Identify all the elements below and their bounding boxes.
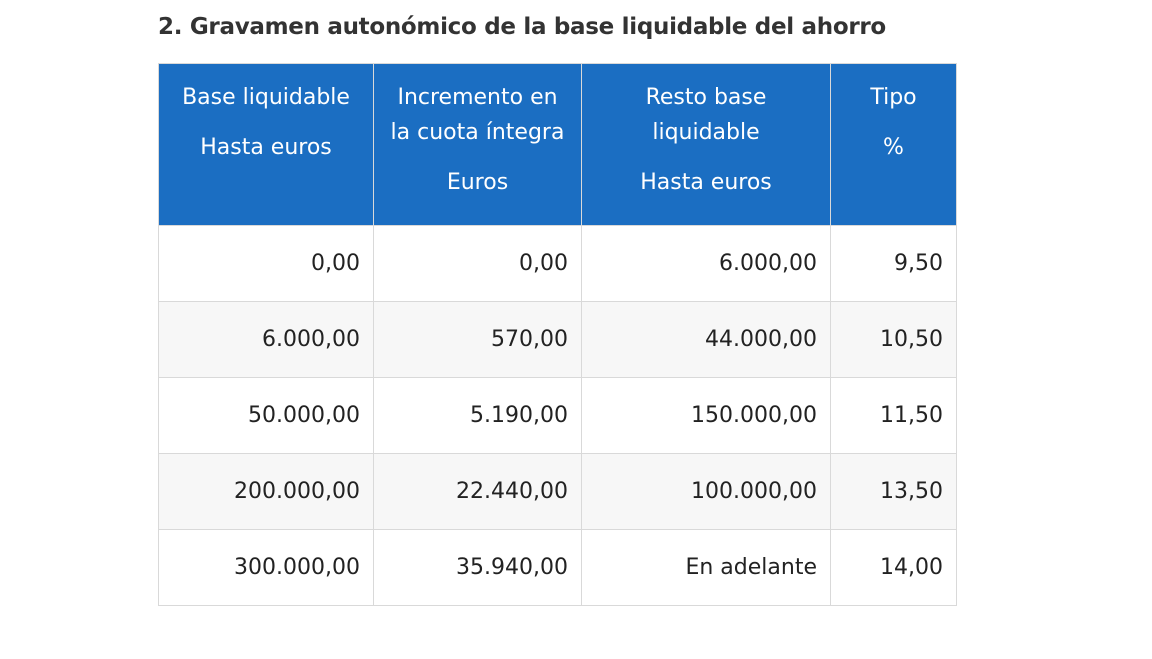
table-cell: 50.000,00 — [158, 377, 374, 454]
table-row: 200.000,00 22.440,00 100.000,00 13,50 — [158, 453, 957, 530]
tax-rate-table: Base liquidable Hasta euros Incremento e… — [158, 63, 957, 606]
table-cell: 11,50 — [830, 377, 957, 454]
table-row: 300.000,00 35.940,00 En adelante 14,00 — [158, 529, 957, 606]
table-cell: 9,50 — [830, 225, 957, 302]
table-cell: 6.000,00 — [158, 301, 374, 378]
table-row: 0,00 0,00 6.000,00 9,50 — [158, 225, 957, 302]
table-cell: 100.000,00 — [581, 453, 831, 530]
header-text: % — [883, 135, 904, 160]
table-cell: 200.000,00 — [158, 453, 374, 530]
header-text: Base liquidable — [182, 85, 350, 110]
table-cell: 5.190,00 — [373, 377, 582, 454]
table-cell: 0,00 — [373, 225, 582, 302]
header-text: Incremento en — [397, 85, 558, 110]
table-cell: En adelante — [581, 529, 831, 606]
table-cell: 570,00 — [373, 301, 582, 378]
table-cell: 6.000,00 — [581, 225, 831, 302]
table-cell: 22.440,00 — [373, 453, 582, 530]
header-resto-base: Resto base liquidable Hasta euros — [581, 63, 831, 226]
header-text: la cuota íntegra — [390, 120, 565, 145]
table-cell: 150.000,00 — [581, 377, 831, 454]
table-cell: 35.940,00 — [373, 529, 582, 606]
table-cell: 14,00 — [830, 529, 957, 606]
table-row: 6.000,00 570,00 44.000,00 10,50 — [158, 301, 957, 378]
table-cell: 0,00 — [158, 225, 374, 302]
header-base-liquidable: Base liquidable Hasta euros — [158, 63, 374, 226]
table-row: 50.000,00 5.190,00 150.000,00 11,50 — [158, 377, 957, 454]
header-text: Hasta euros — [640, 170, 772, 195]
header-tipo: Tipo % — [830, 63, 957, 226]
header-text: Resto base — [645, 85, 767, 110]
header-text: Hasta euros — [200, 135, 332, 160]
header-text: Tipo — [870, 85, 917, 110]
table-cell: 300.000,00 — [158, 529, 374, 606]
table-cell: 13,50 — [830, 453, 957, 530]
table-header-row: Base liquidable Hasta euros Incremento e… — [158, 63, 957, 226]
table-cell: 10,50 — [830, 301, 957, 378]
section-title: 2. Gravamen autonómico de la base liquid… — [158, 14, 886, 40]
header-text: Euros — [446, 170, 509, 195]
header-text: liquidable — [652, 120, 760, 145]
table-cell: 44.000,00 — [581, 301, 831, 378]
header-incremento-cuota: Incremento en la cuota íntegra Euros — [373, 63, 582, 226]
